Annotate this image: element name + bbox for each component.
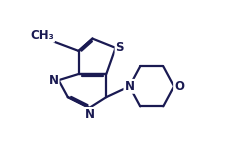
Text: N: N	[49, 74, 59, 87]
Text: CH₃: CH₃	[30, 29, 54, 42]
Text: S: S	[116, 41, 124, 54]
Text: N: N	[124, 80, 134, 93]
Text: N: N	[84, 108, 94, 121]
Text: O: O	[174, 80, 184, 93]
